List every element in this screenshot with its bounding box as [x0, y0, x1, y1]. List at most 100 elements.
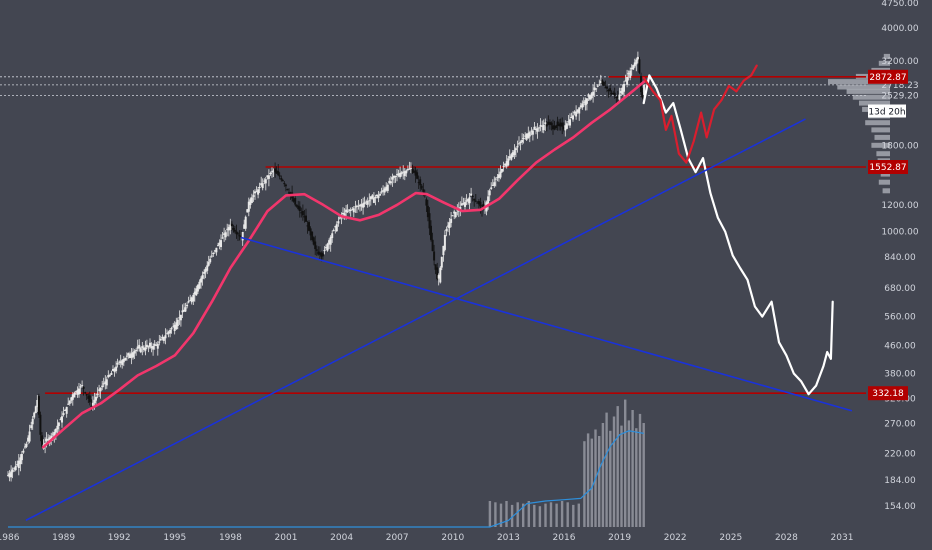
projection-path-line[interactable]: [642, 64, 758, 164]
candle-body: [601, 80, 604, 85]
candle-body: [33, 412, 36, 418]
candle-body: [303, 216, 306, 218]
trendline[interactable]: [25, 118, 806, 521]
volume-profile-bar: [828, 79, 890, 85]
trendline[interactable]: [240, 236, 853, 412]
candle-body: [321, 253, 324, 257]
candle-body: [22, 450, 25, 453]
price-axis-tick-label: 1200.00: [881, 201, 918, 211]
candle-body: [343, 213, 346, 218]
candle-body: [17, 460, 20, 468]
candle-body: [371, 195, 374, 199]
candle-body: [280, 178, 283, 180]
candle-body: [599, 81, 602, 84]
candle-body: [590, 93, 593, 99]
candle-body: [144, 347, 147, 351]
candle-body: [411, 169, 414, 173]
candle-body: [119, 361, 122, 364]
candle-body: [186, 304, 189, 307]
volume-bar: [555, 503, 558, 527]
candle-body: [183, 309, 185, 312]
candle-body: [65, 406, 68, 414]
candle-body: [342, 212, 344, 215]
candle-body: [596, 85, 599, 87]
candle-body: [369, 196, 372, 200]
candle-body: [78, 388, 80, 395]
time-axis: 1986 1989 1992 1995 1998 2001 2004 2007 2010 2013…: [0, 533, 853, 543]
candle-body: [400, 172, 403, 175]
candle-body: [598, 84, 601, 86]
candle-body: [615, 97, 618, 98]
candle-body: [572, 115, 574, 120]
candle-body: [533, 126, 536, 130]
moving-average-line[interactable]: [41, 79, 647, 449]
candle-body: [220, 240, 222, 247]
candle-body: [87, 396, 90, 399]
candle-body: [541, 125, 544, 127]
candle-body: [521, 140, 524, 143]
candle-body: [59, 419, 62, 421]
candle-body: [399, 172, 402, 178]
candle-body: [112, 369, 114, 371]
price-axis-tick-label: 154.00: [884, 502, 916, 512]
candle-body: [592, 91, 595, 96]
candle-body: [408, 168, 411, 170]
time-axis-tick-label: 1986: [0, 533, 20, 543]
candle-body: [585, 98, 588, 104]
volume-bar: [538, 506, 542, 527]
candle-body: [610, 92, 613, 94]
candle-body: [34, 406, 37, 413]
price-axis-tick-label: 2718.23: [881, 81, 918, 91]
candle-body: [56, 425, 59, 430]
candle-body: [152, 346, 155, 350]
candle-body: [70, 397, 73, 401]
candle-body: [362, 203, 365, 208]
candle-body: [382, 190, 385, 192]
candle-body: [383, 188, 386, 193]
volume-profile-bar: [871, 127, 890, 133]
candle-body: [426, 205, 429, 218]
time-axis-tick-label: 1995: [163, 533, 186, 543]
price-axis-tick-label: 380.00: [884, 370, 916, 380]
candle-body: [19, 457, 22, 465]
candle-body: [363, 202, 366, 205]
candle-body: [255, 191, 258, 193]
candle-body: [98, 389, 101, 391]
candle-body: [337, 221, 340, 224]
volume-bar: [549, 502, 553, 527]
candle-body: [445, 229, 448, 231]
candle-body: [593, 87, 596, 91]
candle-body: [50, 435, 53, 440]
price-axis-tick-label: 680.00: [884, 284, 916, 294]
candle-body: [454, 211, 457, 218]
volume-bar: [522, 503, 525, 527]
candle-body: [538, 127, 541, 129]
candle-body: [215, 247, 218, 253]
candle-body: [348, 209, 351, 211]
volume-bar: [642, 423, 645, 527]
candle-body: [281, 180, 284, 182]
candle-body: [295, 204, 298, 207]
candle-body: [196, 285, 199, 292]
candle-body: [246, 209, 249, 213]
projection-path-line[interactable]: [642, 74, 834, 396]
candle-body: [428, 213, 431, 229]
candle-body: [510, 154, 513, 160]
drawing-lines: [25, 64, 853, 521]
candle-body: [91, 402, 94, 406]
candle-body: [389, 181, 392, 184]
candle-body: [294, 198, 297, 205]
price-axis-tick-label: 1800.00: [881, 141, 918, 151]
candle-body: [30, 425, 33, 429]
candle-body: [90, 405, 93, 407]
price-axis-tick-label: 4000.00: [881, 24, 918, 34]
candle-body: [468, 197, 471, 204]
volume-moving-average-line: [8, 430, 644, 528]
candle-body: [518, 143, 520, 145]
candle-body: [535, 129, 537, 130]
candle-body: [570, 117, 573, 118]
candle-body: [609, 88, 612, 92]
price-tag-label: 1552.87: [869, 163, 906, 173]
candle-body: [320, 252, 323, 257]
